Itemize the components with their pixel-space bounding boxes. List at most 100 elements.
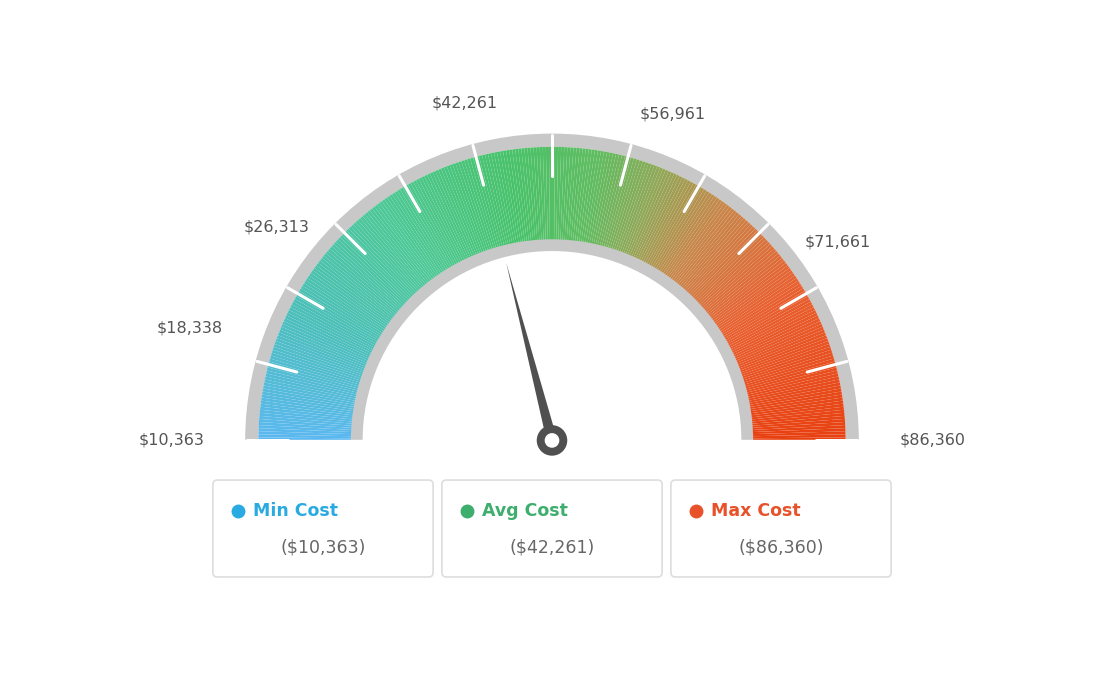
Wedge shape bbox=[637, 175, 680, 261]
Wedge shape bbox=[374, 205, 433, 282]
Wedge shape bbox=[657, 191, 710, 272]
Wedge shape bbox=[747, 380, 840, 401]
Wedge shape bbox=[733, 315, 819, 357]
Wedge shape bbox=[320, 258, 395, 318]
Wedge shape bbox=[301, 286, 382, 337]
Wedge shape bbox=[290, 304, 375, 350]
Wedge shape bbox=[267, 364, 359, 391]
Wedge shape bbox=[634, 172, 675, 259]
Wedge shape bbox=[724, 291, 806, 341]
Wedge shape bbox=[540, 147, 545, 241]
Wedge shape bbox=[390, 194, 444, 274]
Wedge shape bbox=[444, 166, 480, 255]
Wedge shape bbox=[416, 179, 461, 264]
Wedge shape bbox=[433, 171, 473, 258]
Wedge shape bbox=[734, 321, 821, 361]
Wedge shape bbox=[259, 416, 353, 426]
Wedge shape bbox=[372, 206, 432, 283]
Wedge shape bbox=[556, 147, 561, 241]
Wedge shape bbox=[259, 413, 353, 424]
Wedge shape bbox=[723, 288, 805, 339]
Wedge shape bbox=[470, 157, 498, 248]
Wedge shape bbox=[488, 153, 510, 246]
Wedge shape bbox=[333, 241, 405, 307]
Text: Min Cost: Min Cost bbox=[253, 502, 338, 520]
Wedge shape bbox=[614, 161, 646, 251]
Wedge shape bbox=[564, 148, 573, 242]
Wedge shape bbox=[622, 165, 657, 254]
Text: $10,363: $10,363 bbox=[138, 433, 204, 448]
Wedge shape bbox=[266, 371, 358, 395]
Wedge shape bbox=[700, 244, 772, 308]
Wedge shape bbox=[745, 367, 837, 393]
Wedge shape bbox=[362, 251, 742, 440]
Wedge shape bbox=[467, 159, 497, 249]
Wedge shape bbox=[376, 203, 435, 280]
Wedge shape bbox=[261, 404, 354, 417]
Wedge shape bbox=[304, 281, 384, 333]
Wedge shape bbox=[746, 376, 839, 399]
Wedge shape bbox=[689, 226, 755, 296]
Wedge shape bbox=[411, 181, 458, 266]
Wedge shape bbox=[746, 371, 838, 395]
Wedge shape bbox=[699, 241, 771, 307]
Wedge shape bbox=[278, 333, 367, 369]
Wedge shape bbox=[258, 428, 352, 434]
Wedge shape bbox=[424, 175, 467, 261]
Text: $56,961: $56,961 bbox=[640, 107, 707, 121]
Text: Max Cost: Max Cost bbox=[711, 502, 800, 520]
Wedge shape bbox=[590, 152, 611, 245]
Wedge shape bbox=[524, 148, 535, 242]
Wedge shape bbox=[713, 268, 792, 325]
Wedge shape bbox=[711, 263, 788, 322]
Wedge shape bbox=[397, 189, 448, 270]
Wedge shape bbox=[458, 161, 490, 251]
Wedge shape bbox=[269, 359, 360, 386]
Wedge shape bbox=[736, 326, 824, 365]
Text: $42,261: $42,261 bbox=[432, 96, 498, 111]
Wedge shape bbox=[740, 341, 829, 375]
Wedge shape bbox=[485, 154, 509, 246]
Wedge shape bbox=[665, 197, 720, 277]
Wedge shape bbox=[479, 155, 505, 247]
Wedge shape bbox=[561, 147, 567, 241]
Wedge shape bbox=[684, 220, 749, 292]
Wedge shape bbox=[577, 149, 592, 243]
Wedge shape bbox=[418, 177, 464, 262]
Wedge shape bbox=[752, 425, 846, 432]
Wedge shape bbox=[718, 275, 797, 330]
Wedge shape bbox=[619, 164, 655, 253]
Wedge shape bbox=[749, 386, 841, 405]
Wedge shape bbox=[405, 185, 454, 268]
Wedge shape bbox=[291, 302, 376, 348]
Wedge shape bbox=[744, 359, 835, 386]
Wedge shape bbox=[662, 196, 716, 275]
Circle shape bbox=[544, 433, 560, 448]
Wedge shape bbox=[648, 183, 697, 266]
Wedge shape bbox=[274, 344, 363, 377]
Wedge shape bbox=[328, 248, 401, 312]
Wedge shape bbox=[606, 157, 634, 248]
Wedge shape bbox=[259, 419, 353, 428]
Wedge shape bbox=[549, 147, 552, 241]
Polygon shape bbox=[507, 263, 558, 442]
Wedge shape bbox=[678, 213, 740, 286]
Wedge shape bbox=[368, 210, 428, 285]
Wedge shape bbox=[692, 230, 760, 299]
Wedge shape bbox=[509, 150, 524, 243]
Wedge shape bbox=[394, 191, 447, 272]
Wedge shape bbox=[294, 299, 378, 346]
Wedge shape bbox=[464, 159, 495, 250]
Wedge shape bbox=[264, 382, 357, 403]
Wedge shape bbox=[338, 237, 407, 304]
Wedge shape bbox=[750, 401, 843, 415]
Wedge shape bbox=[449, 164, 485, 253]
Wedge shape bbox=[714, 270, 793, 326]
Wedge shape bbox=[403, 186, 453, 268]
Wedge shape bbox=[643, 179, 688, 264]
Wedge shape bbox=[258, 422, 353, 430]
Text: $71,661: $71,661 bbox=[805, 235, 871, 249]
Wedge shape bbox=[447, 165, 482, 254]
Wedge shape bbox=[265, 376, 358, 399]
Wedge shape bbox=[732, 313, 818, 355]
